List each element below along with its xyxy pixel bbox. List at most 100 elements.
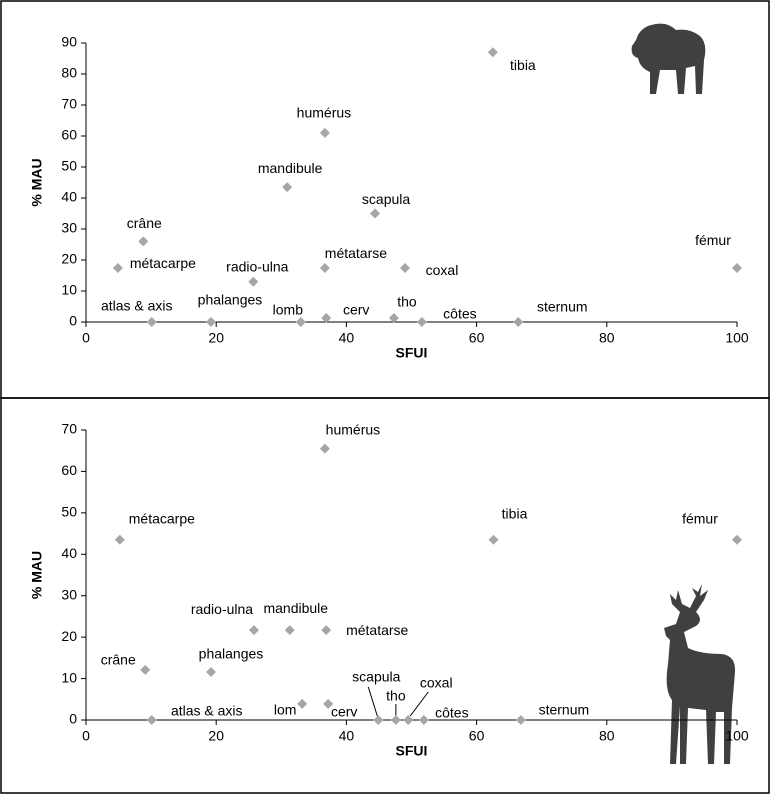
point-label: radio-ulna [191,601,253,617]
point [399,263,410,274]
point [205,666,216,677]
y-tick-label: 10 [61,282,77,298]
point [515,715,526,725]
leader-line [409,691,429,717]
point-label: scapula [362,191,410,207]
point-label: côtes [435,705,468,721]
point-label: métatarse [346,622,408,638]
point-label: mandibule [263,600,328,616]
point-label: lom [274,702,297,718]
point-label: tibia [502,505,528,521]
y-tick-label: 50 [61,158,77,174]
y-tick-label: 20 [61,251,77,267]
point-label: fémur [682,510,718,526]
point [390,715,401,725]
point [114,534,125,545]
leader-line [367,686,378,717]
y-tick-label: 30 [61,220,77,236]
y-axis-title: % MAU [29,158,45,206]
point [146,715,157,725]
point-label: sternum [537,299,588,315]
x-tick-label: 80 [599,330,615,346]
point-label: métacarpe [129,510,195,526]
y-tick-label: 40 [61,545,77,561]
point [416,317,427,327]
point [319,263,330,274]
bison-icon [631,23,706,95]
y-tick-label: 30 [61,586,77,602]
x-tick-label: 60 [469,330,485,346]
x-tick-label: 20 [208,330,224,346]
point-label: scapula [352,669,400,685]
y-tick-label: 70 [61,96,77,112]
y-tick-label: 10 [61,669,77,685]
point-label: métatarse [325,245,387,261]
x-tick-label: 60 [469,728,485,744]
x-axis-title: SFUI [396,743,428,759]
point [297,698,308,709]
point-label: coxal [420,675,453,691]
point [321,312,332,323]
point-label: fémur [695,232,731,248]
point-label: côtes [443,306,476,322]
y-tick-label: 0 [69,711,77,727]
point [140,664,151,675]
y-tick-label: 50 [61,504,77,520]
point-label: phalanges [198,292,263,308]
point-label: atlas & axis [171,703,243,719]
point-label: coxal [426,262,459,278]
point [732,263,742,274]
point-label: crâne [101,652,136,668]
point [248,276,259,287]
point [112,263,123,274]
point-label: cerv [343,302,369,318]
point-label: sternum [539,702,590,718]
point [205,317,216,327]
point [488,534,499,545]
point [323,698,334,709]
point [373,715,384,725]
x-tick-label: 40 [339,330,355,346]
point-label: métacarpe [130,255,196,271]
point [319,443,330,454]
y-tick-label: 0 [69,313,77,329]
point [319,127,330,138]
x-tick-label: 100 [725,330,749,346]
y-axis-title: % MAU [29,551,45,599]
y-tick-label: 90 [61,34,77,50]
point [248,625,259,636]
y-tick-label: 70 [61,421,77,437]
point-label: humérus [326,421,380,437]
point [146,317,157,327]
point [403,715,414,725]
y-tick-label: 20 [61,628,77,644]
point-label: radio-ulna [226,258,288,274]
point-label: mandibule [258,160,323,176]
point-label: crâne [127,215,162,231]
y-tick-label: 60 [61,462,77,478]
point-label: humérus [297,105,351,121]
point [732,534,742,545]
point [513,317,524,327]
x-tick-label: 80 [599,728,615,744]
point [282,182,293,193]
point [295,317,306,327]
point [370,208,381,219]
x-tick-label: 0 [82,728,90,744]
x-tick-label: 0 [82,330,90,346]
point-label: phalanges [199,646,264,662]
y-tick-label: 80 [61,65,77,81]
point [388,312,399,323]
point-label: atlas & axis [101,298,173,314]
x-axis-title: SFUI [396,345,428,361]
point [321,625,332,636]
point-label: tho [397,294,417,310]
point-label: cerv [331,704,357,720]
x-tick-label: 40 [339,728,355,744]
point-label: tho [386,688,406,704]
point-label: tibia [510,57,536,73]
point [138,236,149,247]
y-tick-label: 60 [61,127,77,143]
point [418,715,429,725]
